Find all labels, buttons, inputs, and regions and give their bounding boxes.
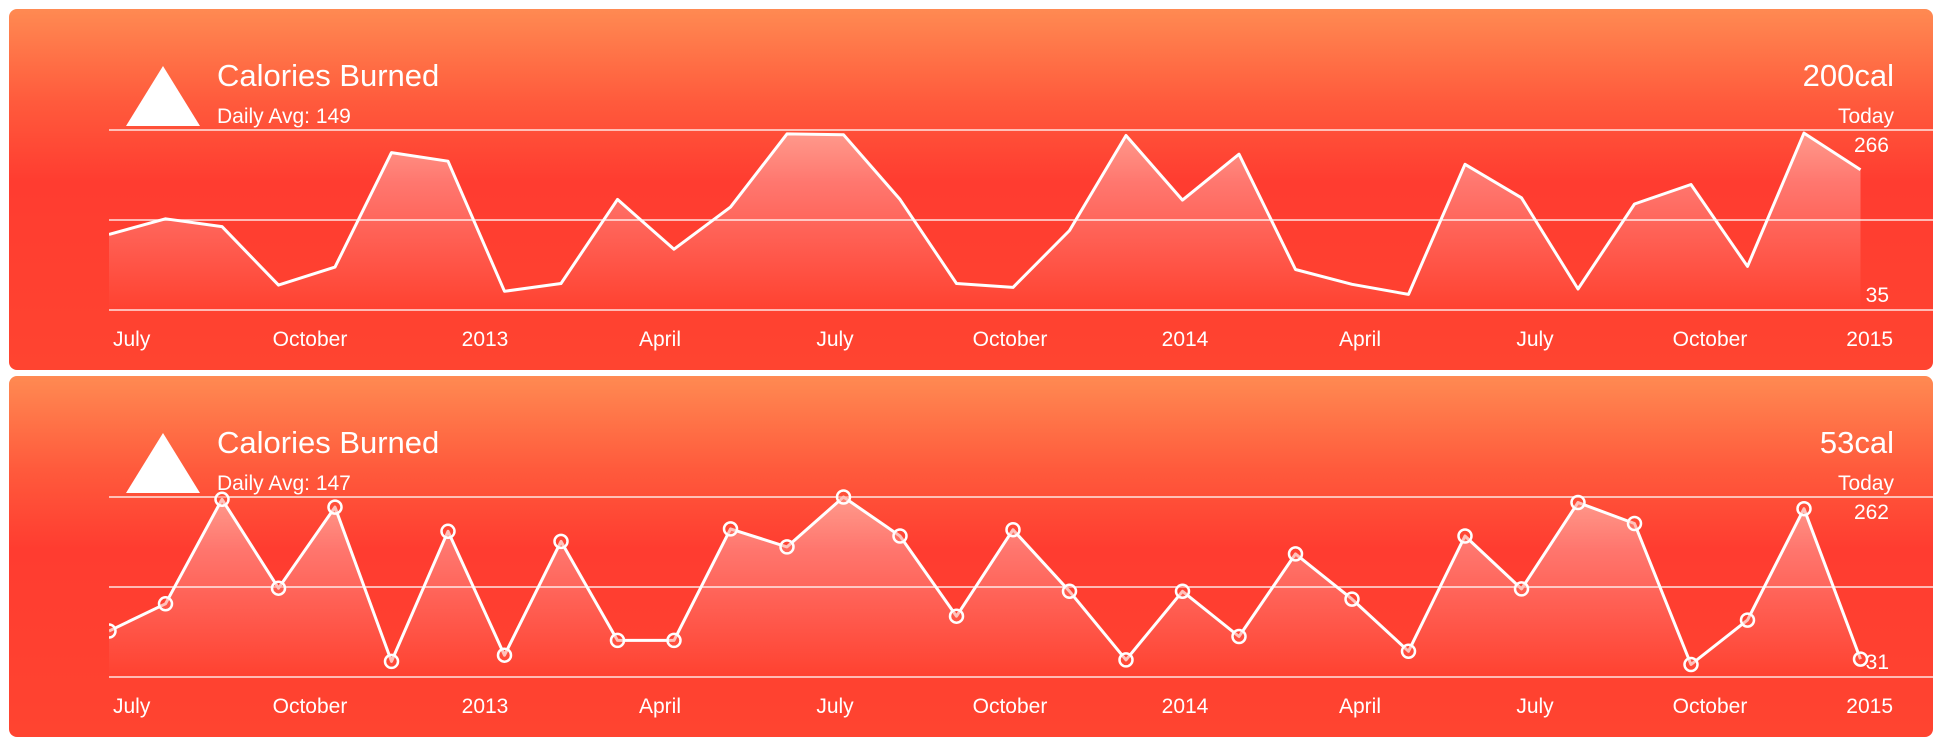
x-tick-label: April bbox=[1339, 328, 1381, 351]
data-point bbox=[1061, 583, 1078, 600]
x-tick-label: July bbox=[1516, 328, 1554, 351]
card-title: Calories Burned bbox=[217, 58, 440, 93]
data-point bbox=[1400, 643, 1417, 660]
x-tick-label: 2013 bbox=[462, 695, 509, 718]
calories-line-chart: 266 35 July October 2013 April July October 2014… bbox=[109, 129, 1933, 351]
x-tick-label: October bbox=[1673, 695, 1748, 718]
data-point bbox=[666, 632, 682, 649]
x-tick-label: July bbox=[113, 695, 151, 718]
data-point bbox=[1739, 612, 1756, 628]
x-tick-label: October bbox=[973, 695, 1048, 718]
x-tick-label: July bbox=[816, 328, 854, 351]
triangle-up-icon bbox=[126, 66, 200, 126]
data-point bbox=[1513, 581, 1530, 597]
data-point bbox=[1683, 656, 1699, 673]
x-tick-label: October bbox=[273, 328, 348, 351]
data-point bbox=[553, 533, 569, 550]
period-label: Today bbox=[1837, 472, 1894, 495]
series-area bbox=[109, 133, 1861, 310]
y-min-label: 31 bbox=[1866, 651, 1889, 674]
data-point bbox=[835, 489, 852, 505]
data-point bbox=[496, 647, 513, 663]
data-point bbox=[1174, 583, 1191, 600]
x-tick-label: October bbox=[1673, 328, 1748, 351]
period-label: Today bbox=[1837, 105, 1894, 128]
x-tick-label: 2014 bbox=[1162, 695, 1209, 718]
x-tick-label: October bbox=[273, 695, 348, 718]
data-point bbox=[779, 539, 795, 555]
x-tick-label: 2015 bbox=[1846, 695, 1893, 718]
data-point bbox=[609, 632, 626, 649]
daily-average: Daily Avg: 147 bbox=[217, 472, 351, 495]
data-point bbox=[948, 608, 965, 624]
data-point bbox=[1457, 528, 1473, 544]
data-point bbox=[1344, 591, 1360, 607]
x-tick-label: April bbox=[639, 328, 681, 351]
x-tick-label: April bbox=[1339, 695, 1381, 718]
series-line bbox=[109, 131, 1862, 296]
data-point bbox=[1570, 494, 1586, 511]
x-tick-label: July bbox=[816, 695, 854, 718]
series-group bbox=[109, 131, 1862, 310]
x-tick-label: July bbox=[113, 328, 151, 351]
daily-average: Daily Avg: 149 bbox=[217, 105, 351, 128]
series-group bbox=[109, 489, 1869, 677]
x-tick-label: 2014 bbox=[1162, 328, 1209, 351]
data-point bbox=[214, 491, 230, 508]
data-point bbox=[109, 623, 117, 639]
data-point bbox=[1005, 521, 1021, 538]
data-point bbox=[270, 580, 287, 596]
x-tick-label: July bbox=[1516, 695, 1554, 718]
data-point bbox=[1287, 546, 1304, 562]
data-point bbox=[1626, 515, 1643, 532]
y-min-label: 35 bbox=[1866, 284, 1889, 307]
data-point bbox=[327, 499, 343, 515]
x-tick-label: April bbox=[639, 695, 681, 718]
x-tick-label: 2015 bbox=[1846, 328, 1893, 351]
data-point bbox=[440, 523, 456, 540]
data-point bbox=[722, 521, 739, 537]
today-value: 53cal bbox=[1819, 425, 1894, 460]
data-point bbox=[1796, 500, 1812, 517]
data-point bbox=[383, 653, 400, 670]
series-line bbox=[109, 495, 1862, 666]
today-value: 200cal bbox=[1802, 58, 1894, 93]
calories-card[interactable]: Calories Burned Daily Avg: 147 53cal Tod… bbox=[9, 376, 1933, 737]
y-max-label: 262 bbox=[1854, 501, 1889, 524]
x-tick-label: 2013 bbox=[462, 328, 509, 351]
triangle-up-icon bbox=[126, 433, 200, 493]
data-point bbox=[1852, 651, 1869, 667]
data-point bbox=[892, 528, 908, 544]
data-point bbox=[1231, 628, 1247, 645]
calories-card[interactable]: Calories Burned Daily Avg: 149 200cal To… bbox=[9, 9, 1933, 370]
data-point bbox=[157, 596, 174, 612]
y-max-label: 266 bbox=[1854, 134, 1889, 157]
card-title: Calories Burned bbox=[217, 425, 440, 460]
x-tick-label: October bbox=[973, 328, 1048, 351]
data-point bbox=[1118, 652, 1134, 668]
calories-line-chart: 262 31 July October 2013 April July October 2014… bbox=[109, 489, 1933, 718]
series-area bbox=[109, 497, 1861, 677]
